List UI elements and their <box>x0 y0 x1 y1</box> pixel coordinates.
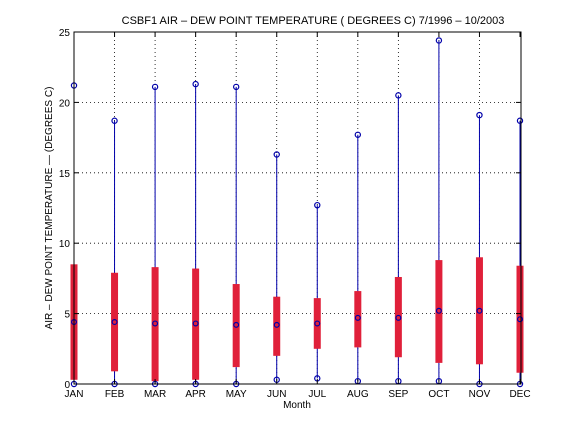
iqr-box <box>394 276 402 358</box>
y-tick-label: 5 <box>64 310 70 321</box>
max-marker <box>314 201 321 209</box>
x-tick-label: JUL <box>308 389 326 400</box>
x-tick-label: AUG <box>347 389 369 400</box>
y-tick-label: 0 <box>64 380 70 391</box>
median-marker <box>435 307 442 314</box>
x-tick-label: DEC <box>509 389 530 400</box>
median-marker <box>273 321 280 328</box>
x-tick-label: NOV <box>469 389 491 400</box>
y-tick-label: 10 <box>59 239 71 250</box>
iqr-box <box>475 257 483 365</box>
median-marker <box>395 314 402 321</box>
iqr-box <box>232 284 240 368</box>
iqr-box <box>313 298 321 349</box>
max-marker <box>395 92 402 99</box>
x-tick-label: SEP <box>388 389 408 400</box>
y-tick-label: 20 <box>59 98 71 109</box>
max-marker <box>354 131 362 138</box>
max-marker <box>516 117 524 124</box>
x-tick-label: JAN <box>65 389 84 400</box>
max-marker <box>232 83 240 91</box>
x-tick-label: JUN <box>267 389 286 400</box>
y-axis-label: AIR – DEW POINT TEMPERATURE — (DEGREES C… <box>44 87 55 330</box>
x-axis-label: Month <box>283 400 311 411</box>
max-marker <box>192 80 199 88</box>
median-marker <box>192 320 199 327</box>
iqr-box <box>111 272 119 372</box>
iqr-box <box>151 267 159 382</box>
iqr-box <box>516 265 524 373</box>
y-tick-label: 15 <box>59 169 71 180</box>
x-tick-label: MAY <box>226 389 247 400</box>
median-marker <box>152 320 159 327</box>
x-tick-label: MAR <box>144 389 166 400</box>
x-tick-label: APR <box>185 389 206 400</box>
median-marker <box>111 319 118 326</box>
median-marker <box>314 320 321 327</box>
y-tick-label: 25 <box>59 28 71 39</box>
plot-frame <box>73 31 522 385</box>
iqr-box <box>435 260 443 363</box>
axes: 0 5 10 15 20 25 JAN FEB MAR APR MAY JUN JUL AUG SEP OCT… <box>59 28 531 400</box>
iqr-box <box>354 291 362 348</box>
median-marker <box>516 316 523 323</box>
max-marker <box>435 37 443 44</box>
median-marker <box>233 321 240 328</box>
x-tick-label: OCT <box>428 389 449 400</box>
iqr-box <box>273 296 281 356</box>
x-tick-label: FEB <box>105 389 125 400</box>
chart-title: CSBF1 AIR – DEW POINT TEMPERATURE ( DEGR… <box>122 15 505 27</box>
median-marker <box>354 314 361 321</box>
median-marker <box>476 307 483 314</box>
max-marker <box>476 111 483 119</box>
iqr-box <box>192 268 200 380</box>
max-marker <box>273 151 280 158</box>
max-marker <box>151 83 159 91</box>
max-marker <box>111 117 118 124</box>
